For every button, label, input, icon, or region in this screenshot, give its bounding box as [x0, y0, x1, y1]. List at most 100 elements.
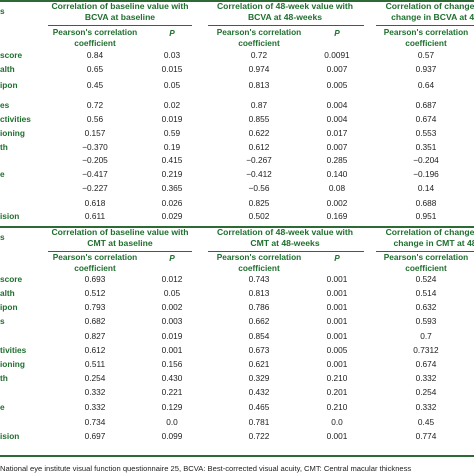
table-cell: 0.621 — [248, 359, 270, 369]
table-cell: 0.688 — [415, 198, 437, 208]
table-cell: 0.169 — [326, 211, 348, 221]
top-group-underline-3 — [376, 25, 474, 26]
table-cell: 0.854 — [248, 331, 270, 341]
table-cell: 0.05 — [163, 288, 181, 298]
table-cell: 0.285 — [326, 155, 348, 165]
middle-rule — [0, 226, 474, 228]
table-cell: 0.57 — [417, 50, 435, 60]
row-label: es — [0, 100, 10, 110]
table-cell: 0.254 — [84, 373, 106, 383]
table-cell: 0.02 — [163, 100, 181, 110]
bottom-left-header: s — [0, 232, 5, 242]
bottom-group-underline-2 — [208, 251, 364, 252]
table-cell: 0.14 — [417, 183, 435, 193]
bottom-group-header-3: Correlation of change in change in CMT a… — [385, 227, 474, 248]
table-cell: 0.813 — [248, 80, 270, 90]
table-row: ipon 0.45 0.05 0.813 0.005 0.64 — [0, 80, 474, 92]
table-cell: 0.002 — [326, 198, 348, 208]
table-row: 0.734 0.0 0.781 0.0 0.45 — [0, 417, 474, 429]
table-cell: 0.786 — [248, 302, 270, 312]
table-cell: 0.007 — [326, 142, 348, 152]
table-cell: 0.825 — [248, 198, 270, 208]
bottom_table-subheader-pearson-0: Pearson's correlation coefficient — [45, 252, 145, 273]
table-cell: −0.267 — [246, 155, 272, 165]
table-cell: 0.511 — [84, 359, 106, 369]
table-cell: 0.59 — [163, 128, 181, 138]
table-cell: 0.937 — [415, 64, 437, 74]
subheader-line1: Pearson's correlation — [383, 252, 469, 262]
table-cell: 0.734 — [84, 417, 106, 427]
table-cell: 0.002 — [161, 302, 183, 312]
table-row: score 0.84 0.03 0.72 0.0091 0.57 — [0, 50, 474, 62]
table-cell: 0.415 — [161, 155, 183, 165]
table-row: 0.332 0.221 0.432 0.201 0.254 — [0, 387, 474, 399]
table-cell: 0.611 — [84, 211, 106, 221]
table-cell: 0.502 — [248, 211, 270, 221]
table-row: tivities 0.612 0.001 0.673 0.005 0.7312 — [0, 345, 474, 357]
row-label: ctivities — [0, 114, 31, 124]
table-cell: 0.332 — [415, 402, 437, 412]
row-label: score — [0, 274, 23, 284]
table-cell: 0.72 — [86, 100, 104, 110]
table-cell: −0.417 — [82, 169, 108, 179]
table-cell: 0.026 — [161, 198, 183, 208]
subheader-line2: coefficient — [74, 262, 116, 273]
table-cell: 0.003 — [161, 316, 183, 326]
row-label: th — [0, 142, 8, 152]
table-cell: 0.465 — [248, 402, 270, 412]
table-cell: 0.84 — [86, 50, 104, 60]
table-cell: 0.687 — [415, 100, 437, 110]
table-row: ipon 0.793 0.002 0.786 0.001 0.632 — [0, 302, 474, 314]
row-label: ision — [0, 211, 20, 221]
table-cell: 0.622 — [248, 128, 270, 138]
table-cell: 0.693 — [84, 274, 106, 284]
table-cell: 0.682 — [84, 316, 106, 326]
table-cell: 0.221 — [161, 387, 183, 397]
table-cell: 0.19 — [163, 142, 181, 152]
top-group-header-3: Correlation of change in change in BCVA … — [385, 1, 474, 22]
subheader-line2: coefficient — [238, 262, 280, 273]
table-cell: 0.012 — [161, 274, 183, 284]
table-row: ioning 0.157 0.59 0.622 0.017 0.553 — [0, 128, 474, 140]
table-cell: 0.514 — [415, 288, 437, 298]
table-cell: 0.332 — [415, 373, 437, 383]
table-cell: −0.205 — [82, 155, 108, 165]
table-cell: 0.45 — [86, 80, 104, 90]
row-label: ipon — [0, 302, 18, 312]
table-cell: 0.254 — [415, 387, 437, 397]
subheader-line1: Pearson's correlation — [52, 27, 138, 37]
row-label: alth — [0, 64, 15, 74]
table-cell: −0.196 — [413, 169, 439, 179]
table-cell: 0.210 — [326, 373, 348, 383]
top_table-subheader-pearson-0: Pearson's correlation coefficient — [45, 27, 145, 48]
table-cell: 0.004 — [326, 100, 348, 110]
row-label: ipon — [0, 80, 18, 90]
row-label: s — [0, 316, 5, 326]
table-cell: 0.697 — [84, 431, 106, 441]
bottom-rule — [0, 455, 474, 457]
table-cell: 0.64 — [417, 80, 435, 90]
row-label: score — [0, 50, 23, 60]
table-cell: 0.129 — [161, 402, 183, 412]
bottom_table-subheader-pearson-2: Pearson's correlation coefficient — [209, 252, 309, 273]
table-cell: 0.0 — [331, 417, 343, 427]
table-cell: 0.001 — [326, 302, 348, 312]
bottom-group-header-1: Correlation of baseline value with CMT a… — [51, 227, 189, 248]
top-rule — [0, 0, 474, 2]
top-group-header-1: Correlation of baseline value with BCVA … — [51, 1, 189, 22]
table-cell: 0.87 — [250, 100, 268, 110]
table-cell: 0.593 — [415, 316, 437, 326]
table-cell: 0.005 — [326, 80, 348, 90]
bottom_table-subheader-pearson-4: Pearson's correlation coefficient — [376, 252, 474, 273]
table-cell: −0.204 — [413, 155, 439, 165]
table-row: −0.227 0.365 −0.56 0.08 0.14 — [0, 183, 474, 195]
table-row: alth 0.512 0.05 0.813 0.001 0.514 — [0, 288, 474, 300]
subheader-line1: Pearson's correlation — [383, 27, 469, 37]
table-cell: 0.015 — [161, 64, 183, 74]
table-cell: 0.72 — [250, 50, 268, 60]
table-cell: 0.019 — [161, 331, 183, 341]
row-label: ision — [0, 431, 20, 441]
table-cell: 0.140 — [326, 169, 348, 179]
table-cell: 0.001 — [326, 431, 348, 441]
table-cell: 0.662 — [248, 316, 270, 326]
